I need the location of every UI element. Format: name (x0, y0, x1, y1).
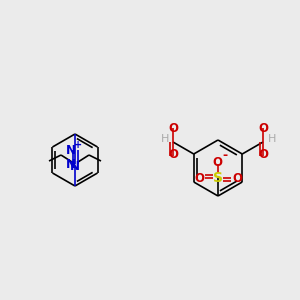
Text: H: H (268, 134, 276, 144)
Text: H: H (161, 134, 169, 144)
Text: N: N (70, 160, 80, 172)
Text: -: - (222, 149, 228, 163)
Text: O: O (168, 122, 178, 136)
Text: O: O (258, 122, 268, 136)
Text: O: O (258, 148, 268, 161)
Text: O: O (168, 148, 178, 161)
Text: O: O (212, 155, 222, 169)
Text: S: S (213, 171, 223, 185)
Text: +: + (74, 140, 82, 150)
Text: N: N (66, 143, 76, 157)
Text: O: O (194, 172, 204, 184)
Text: N: N (66, 158, 76, 172)
Text: O: O (232, 172, 242, 184)
